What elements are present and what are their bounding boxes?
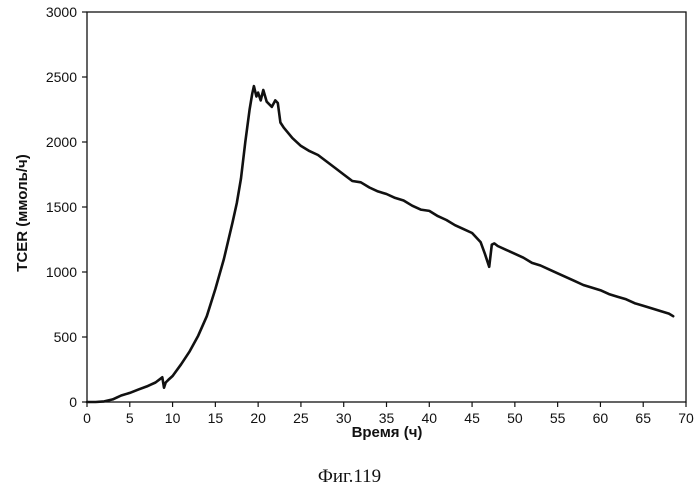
y-tick-label: 1000: [46, 264, 77, 280]
x-tick-label: 50: [507, 410, 523, 426]
x-tick-label: 5: [126, 410, 134, 426]
y-tick-label: 2500: [46, 69, 77, 85]
plot-border: [86, 11, 687, 403]
x-tick-label: 10: [165, 410, 181, 426]
x-axis-label: Время (ч): [352, 424, 423, 441]
x-axis-ticks: 0 5 10 15 20 25 30 35 40 45 50 55 60 65 70: [83, 402, 694, 426]
y-axis-ticks: 0 500 1000 1500 2000 2500 3000: [46, 4, 87, 410]
x-tick-label: 30: [336, 410, 352, 426]
x-tick-label: 25: [293, 410, 309, 426]
figure-caption: Фиг.119: [317, 466, 382, 487]
y-axis-label: TCER (ммоль/ч): [14, 154, 31, 271]
x-tick-label: 45: [464, 410, 480, 426]
x-tick-label: 20: [250, 410, 266, 426]
y-tick-label: 1500: [46, 199, 77, 215]
y-tick-label: 0: [69, 394, 77, 410]
x-tick-label: 40: [421, 410, 437, 426]
x-tick-label: 0: [83, 410, 91, 426]
x-tick-label: 15: [208, 410, 224, 426]
y-tick-label: 2000: [46, 134, 77, 150]
x-tick-label: 35: [379, 410, 395, 426]
x-tick-label: 70: [678, 410, 694, 426]
y-tick-label: 3000: [46, 4, 77, 20]
y-tick-label: 500: [54, 329, 78, 345]
plot-frame: [86, 11, 687, 403]
x-tick-label: 60: [593, 410, 609, 426]
x-tick-label: 65: [635, 410, 651, 426]
series-layer: [85, 84, 675, 404]
chart: 0 5 10 15 20 25 30 35 40 45 50 55 60 65 70 0 500 1000 150…: [14, 4, 694, 441]
x-tick-label: 55: [550, 410, 566, 426]
series-line-0: [85, 84, 675, 404]
